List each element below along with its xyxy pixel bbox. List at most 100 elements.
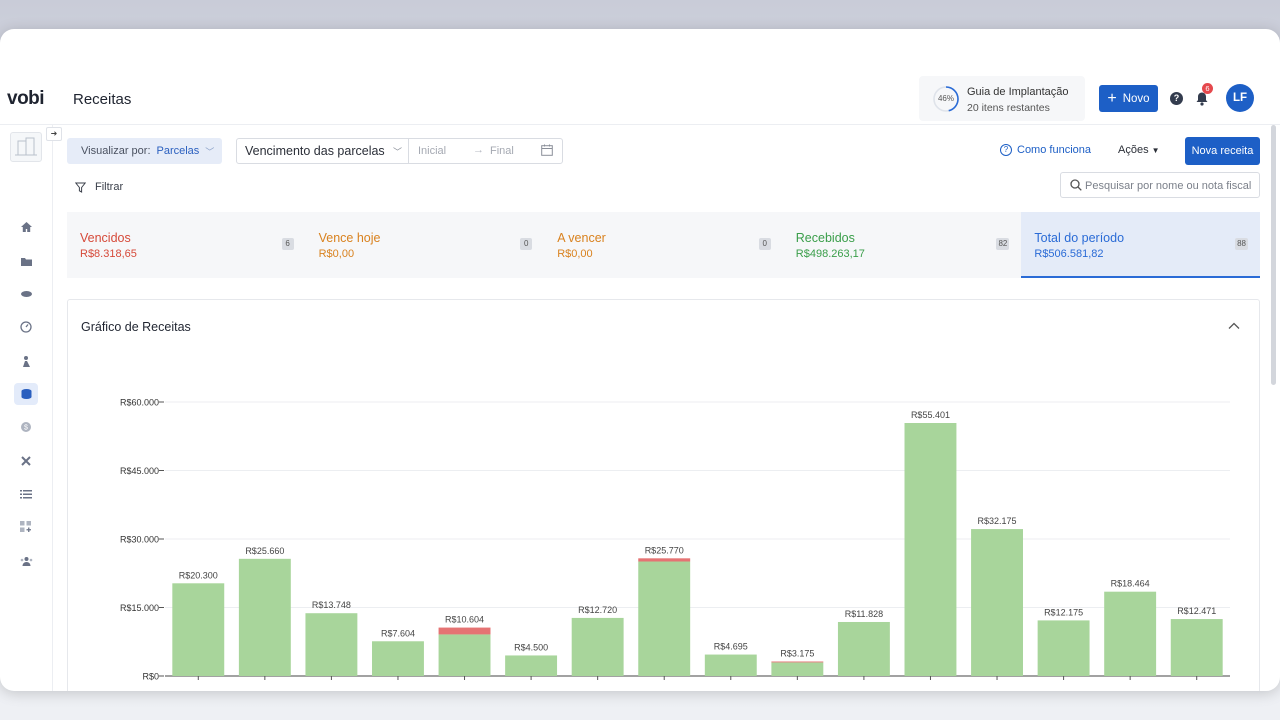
filter-icon	[75, 182, 86, 193]
new-revenue-button[interactable]: Nova receita	[1185, 137, 1260, 165]
bell-icon[interactable]	[1195, 91, 1209, 107]
sidebar-item-deals[interactable]	[14, 283, 38, 305]
bar-received	[704, 654, 757, 676]
y-tick-label: R$30.000	[120, 535, 159, 545]
summary-tab-overdue[interactable]: Vencidos R$8.318,65 6	[67, 212, 306, 278]
bar-data-label: R$12.471	[1177, 606, 1216, 616]
top-bar: vobi Receitas 46% Guia de Implantação 20…	[0, 73, 1280, 125]
bar-received	[372, 641, 424, 676]
bar-received	[837, 621, 890, 676]
summary-value: R$506.581,82	[1034, 248, 1104, 260]
sidebar-item-team[interactable]	[14, 550, 38, 572]
caret-down-icon: ▼	[1151, 146, 1160, 155]
view-by-label: Visualizar por:	[81, 145, 151, 157]
search-icon	[1070, 179, 1082, 191]
project-thumbnail[interactable]	[10, 132, 42, 162]
bar-received	[571, 617, 624, 676]
bar-data-label: R$32.175	[978, 516, 1017, 526]
how-it-works-link[interactable]: ? Como funciona	[1000, 144, 1091, 156]
date-start-input[interactable]: Inicial	[418, 145, 447, 157]
summary-count-badge: 0	[758, 238, 771, 250]
summary-value: R$0,00	[318, 248, 355, 260]
bar-data-label: R$7.604	[381, 628, 415, 638]
avatar[interactable]: LF	[1226, 84, 1254, 112]
date-range-picker[interactable]: Inicial → Final	[408, 138, 563, 164]
team-icon	[20, 556, 32, 566]
summary-label: A vencer	[557, 231, 606, 245]
chevron-down-icon: ﹀	[392, 147, 402, 157]
view-by-select[interactable]: Visualizar por: Parcelas ﹀	[67, 138, 222, 164]
date-end-input[interactable]: Final	[490, 145, 514, 157]
guide-subtitle: 20 itens restantes	[967, 102, 1050, 114]
dollar-icon: $	[21, 422, 31, 432]
sidebar-collapse-arrow-icon[interactable]: ➜	[46, 127, 62, 141]
guide-title: Guia de Implantação	[967, 86, 1069, 98]
bar-received	[438, 634, 491, 676]
bar-data-label: R$12.175	[1044, 607, 1083, 617]
summary-value: R$0,00	[557, 248, 593, 260]
bar-data-label: R$25.770	[645, 545, 684, 555]
due-date-type-select[interactable]: Vencimento das parcelas ﹀	[236, 138, 409, 164]
bar-overdue	[638, 558, 691, 562]
gauge-icon	[20, 321, 32, 333]
filter-button[interactable]: Filtrar	[75, 181, 123, 193]
bar-received	[771, 662, 824, 676]
new-button[interactable]: + Novo	[1099, 85, 1158, 112]
page-title: Receitas	[73, 91, 132, 108]
page-scrollbar[interactable]	[1271, 125, 1276, 385]
summary-label: Total do período	[1034, 231, 1125, 245]
sidebar-item-tools[interactable]	[14, 450, 38, 472]
bar-received	[505, 655, 558, 676]
actions-dropdown[interactable]: Ações ▼	[1118, 144, 1160, 156]
search-box[interactable]	[1060, 172, 1260, 198]
summary-count-badge: 88	[1235, 238, 1248, 250]
folder-icon	[20, 257, 32, 266]
summary-label: Vencidos	[80, 231, 131, 245]
bar-data-label: R$55.401	[911, 410, 950, 420]
summary-tab-upcoming[interactable]: A vencer R$0,00 0	[544, 212, 783, 278]
bar-received	[172, 583, 225, 676]
bar-data-label: R$10.604	[445, 615, 484, 625]
app-logo[interactable]: vobi	[7, 88, 45, 109]
implementation-guide[interactable]: 46% Guia de Implantação 20 itens restant…	[919, 76, 1085, 121]
sidebar-item-payments[interactable]: $	[14, 416, 38, 438]
y-tick-label: R$45.000	[120, 466, 159, 476]
question-icon[interactable]: ?	[1170, 92, 1183, 105]
bar-received	[638, 561, 691, 676]
sidebar-item-workers[interactable]	[14, 350, 38, 372]
calendar-icon[interactable]	[541, 144, 553, 156]
sidebar-item-dashboard[interactable]	[14, 316, 38, 338]
summary-label: Vence hoje	[318, 231, 381, 245]
sidebar-item-projects[interactable]	[14, 250, 38, 272]
bar-data-label: R$4.695	[714, 642, 748, 652]
bar-overdue	[438, 627, 491, 635]
bar-received	[1104, 591, 1157, 676]
search-input[interactable]	[1085, 177, 1257, 194]
summary-count-badge: 6	[281, 238, 294, 250]
worker-icon	[22, 355, 30, 367]
sidebar-item-finance[interactable]	[14, 383, 38, 405]
summary-tab-due-today[interactable]: Vence hoje R$0,00 0	[306, 212, 545, 278]
chart-panel-title: Gráfico de Receitas	[81, 320, 191, 334]
bar-received	[1037, 620, 1090, 676]
bar-overdue	[771, 661, 824, 663]
notification-badge: 6	[1202, 83, 1213, 94]
arrow-right-icon: →	[473, 144, 484, 156]
bar-data-label: R$25.660	[245, 546, 284, 556]
summary-tabs: Vencidos R$8.318,65 6 Vence hoje R$0,00 …	[67, 212, 1260, 278]
summary-tab-period-total[interactable]: Total do período R$506.581,82 88	[1021, 212, 1260, 278]
sidebar-item-home[interactable]	[14, 216, 38, 238]
sidebar: ➜ $	[0, 125, 62, 691]
revenue-bar-chart: R$0 R$15.000 R$30.000 R$45.000 R$60.000 R$20.…	[120, 398, 1230, 682]
app-window: vobi Receitas 46% Guia de Implantação 20…	[0, 29, 1280, 691]
filter-label: Filtrar	[95, 181, 124, 193]
sidebar-item-list[interactable]	[14, 483, 38, 505]
summary-tab-received[interactable]: Recebidos R$498.263,17 82	[783, 212, 1022, 278]
bar-data-label: R$11.828	[845, 609, 883, 619]
home-icon	[20, 222, 32, 232]
plus-icon: +	[1107, 89, 1117, 107]
chevron-up-icon[interactable]	[1228, 320, 1240, 332]
coins-icon	[21, 389, 31, 399]
summary-count-badge: 0	[520, 238, 533, 250]
sidebar-item-apps[interactable]	[14, 516, 38, 538]
